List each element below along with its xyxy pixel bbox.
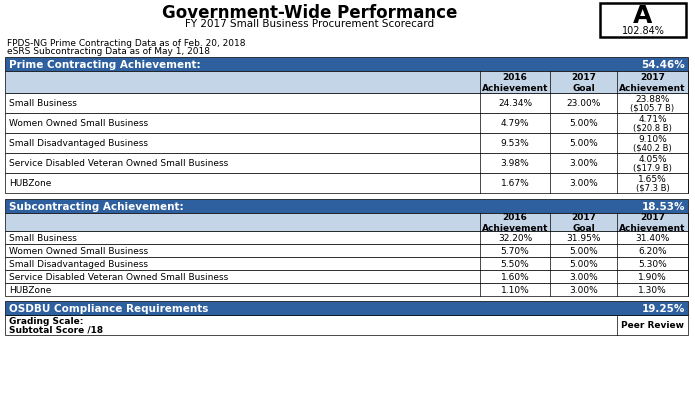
Text: 23.88%: 23.88% bbox=[635, 95, 670, 104]
Text: 5.00%: 5.00% bbox=[569, 119, 598, 128]
Text: 54.46%: 54.46% bbox=[641, 60, 685, 70]
Text: Service Disabled Veteran Owned Small Business: Service Disabled Veteran Owned Small Bus… bbox=[9, 159, 228, 168]
Text: Service Disabled Veteran Owned Small Business: Service Disabled Veteran Owned Small Bus… bbox=[9, 272, 228, 281]
Text: 2017
Goal: 2017 Goal bbox=[571, 73, 596, 92]
Text: HUBZone: HUBZone bbox=[9, 179, 51, 188]
Bar bbox=[5, 257, 688, 270]
Text: 4.71%: 4.71% bbox=[638, 115, 667, 124]
Bar bbox=[5, 244, 688, 257]
Bar bbox=[5, 284, 688, 296]
Text: 23.00%: 23.00% bbox=[566, 99, 600, 108]
Text: 5.30%: 5.30% bbox=[638, 259, 667, 269]
Text: HUBZone: HUBZone bbox=[9, 285, 51, 294]
Text: FY 2017 Small Business Procurement Scorecard: FY 2017 Small Business Procurement Score… bbox=[186, 19, 434, 29]
Text: 1.90%: 1.90% bbox=[638, 272, 667, 281]
Text: Subcontracting Achievement:: Subcontracting Achievement: bbox=[9, 202, 183, 211]
Text: 31.40%: 31.40% bbox=[635, 233, 670, 243]
Text: ($17.9 B): ($17.9 B) bbox=[633, 163, 672, 172]
Text: Women Owned Small Business: Women Owned Small Business bbox=[9, 246, 148, 256]
Text: 2016
Achievement: 2016 Achievement bbox=[482, 213, 548, 232]
Text: ($40.2 B): ($40.2 B) bbox=[633, 143, 672, 152]
Text: 5.70%: 5.70% bbox=[500, 246, 530, 256]
Text: OSDBU Compliance Requirements: OSDBU Compliance Requirements bbox=[9, 303, 208, 313]
Bar bbox=[5, 270, 688, 283]
Text: Peer Review: Peer Review bbox=[621, 321, 684, 330]
Text: ($20.8 B): ($20.8 B) bbox=[633, 123, 672, 132]
Text: 2017
Achievement: 2017 Achievement bbox=[619, 213, 686, 232]
Text: Women Owned Small Business: Women Owned Small Business bbox=[9, 119, 148, 128]
Bar bbox=[5, 72, 688, 94]
Bar bbox=[5, 174, 688, 194]
Bar bbox=[5, 301, 688, 315]
Text: FPDS-NG Prime Contracting Data as of Feb. 20, 2018: FPDS-NG Prime Contracting Data as of Feb… bbox=[7, 38, 245, 47]
Bar bbox=[5, 315, 688, 335]
Text: ($7.3 B): ($7.3 B) bbox=[636, 183, 669, 192]
Text: 5.50%: 5.50% bbox=[500, 259, 530, 269]
Text: Small Disadvantaged Business: Small Disadvantaged Business bbox=[9, 139, 148, 148]
Text: ($105.7 B): ($105.7 B) bbox=[630, 103, 675, 112]
Text: 102.84%: 102.84% bbox=[621, 26, 664, 35]
Text: 31.95%: 31.95% bbox=[566, 233, 600, 243]
Text: 4.79%: 4.79% bbox=[500, 119, 530, 128]
Text: Grading Scale:: Grading Scale: bbox=[9, 316, 83, 325]
Bar bbox=[5, 213, 688, 231]
Bar bbox=[5, 114, 688, 134]
Text: 24.34%: 24.34% bbox=[498, 99, 532, 108]
Text: Small Disadvantaged Business: Small Disadvantaged Business bbox=[9, 259, 148, 269]
Text: Small Business: Small Business bbox=[9, 233, 77, 243]
Text: 3.00%: 3.00% bbox=[569, 179, 598, 188]
Bar bbox=[5, 153, 688, 174]
Bar bbox=[5, 231, 688, 244]
Text: 4.05%: 4.05% bbox=[638, 155, 667, 164]
Text: Small Business: Small Business bbox=[9, 99, 77, 108]
Text: 1.30%: 1.30% bbox=[638, 285, 667, 294]
Text: 2017
Goal: 2017 Goal bbox=[571, 213, 596, 232]
Text: 32.20%: 32.20% bbox=[498, 233, 532, 243]
Bar bbox=[5, 134, 688, 153]
Bar bbox=[600, 4, 686, 38]
Text: Prime Contracting Achievement:: Prime Contracting Achievement: bbox=[9, 60, 201, 70]
Bar bbox=[5, 58, 688, 72]
Text: 2016
Achievement: 2016 Achievement bbox=[482, 73, 548, 92]
Text: 3.98%: 3.98% bbox=[500, 159, 530, 168]
Text: 1.60%: 1.60% bbox=[500, 272, 530, 281]
Text: 3.00%: 3.00% bbox=[569, 159, 598, 168]
Text: 1.67%: 1.67% bbox=[500, 179, 530, 188]
Text: 19.25%: 19.25% bbox=[641, 303, 685, 313]
Text: 9.10%: 9.10% bbox=[638, 135, 667, 144]
Text: eSRS Subcontracting Data as of May 1, 2018: eSRS Subcontracting Data as of May 1, 20… bbox=[7, 47, 210, 55]
Text: 1.65%: 1.65% bbox=[638, 175, 667, 184]
Text: A: A bbox=[633, 4, 653, 28]
Text: 6.20%: 6.20% bbox=[638, 246, 667, 256]
Text: 5.00%: 5.00% bbox=[569, 246, 598, 256]
Text: 2017
Achievement: 2017 Achievement bbox=[619, 73, 686, 92]
Text: 5.00%: 5.00% bbox=[569, 139, 598, 148]
Bar bbox=[5, 94, 688, 114]
Text: 1.10%: 1.10% bbox=[500, 285, 530, 294]
Text: 18.53%: 18.53% bbox=[641, 202, 685, 211]
Text: 3.00%: 3.00% bbox=[569, 285, 598, 294]
Text: 5.00%: 5.00% bbox=[569, 259, 598, 269]
Text: Subtotal Score /18: Subtotal Score /18 bbox=[9, 325, 103, 334]
Bar bbox=[5, 200, 688, 213]
Text: Government-Wide Performance: Government-Wide Performance bbox=[163, 4, 458, 22]
Text: 3.00%: 3.00% bbox=[569, 272, 598, 281]
Text: 9.53%: 9.53% bbox=[500, 139, 530, 148]
